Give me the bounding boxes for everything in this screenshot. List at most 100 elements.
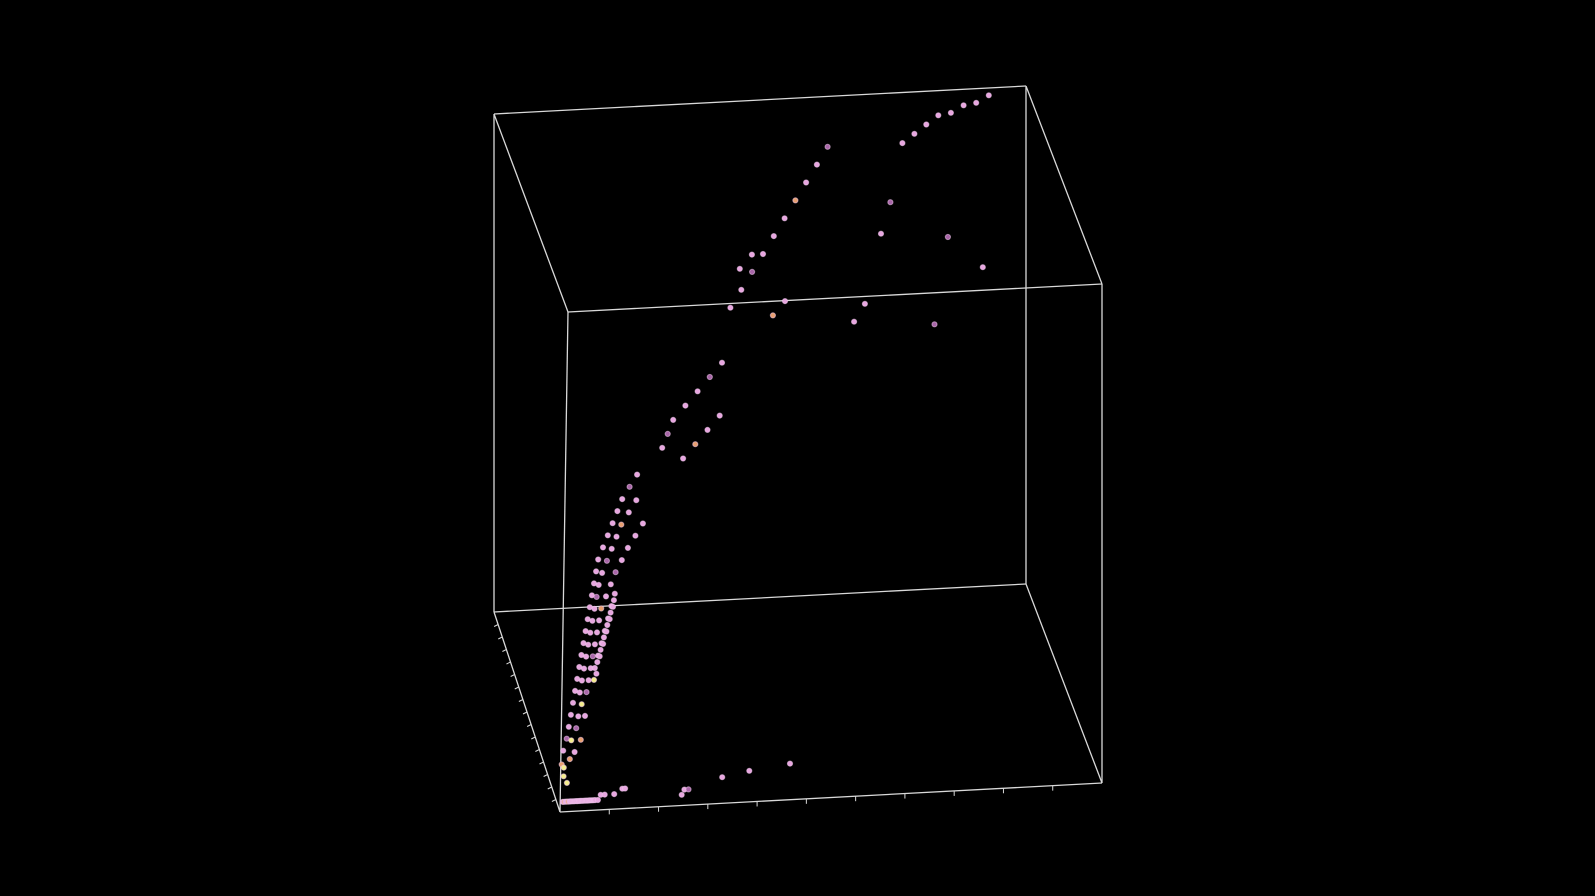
axis-tick: [514, 686, 519, 690]
scatter-point: [598, 605, 605, 612]
scatter-point: [634, 471, 641, 478]
scatter-point: [587, 629, 594, 636]
axis-tick: [531, 736, 536, 740]
scatter-point: [591, 664, 598, 672]
box-edge: [493, 113, 569, 313]
scatter-point: [581, 712, 589, 720]
scatter-point: [568, 737, 575, 744]
scatter-point: [659, 444, 666, 451]
scatter-point: [685, 786, 692, 793]
scatter-point: [593, 670, 600, 677]
scatter-point: [985, 92, 992, 99]
scatter-point: [595, 581, 602, 589]
scatter-point: [947, 109, 955, 116]
scatter-point: [603, 628, 610, 635]
box-edge: [559, 311, 569, 813]
scatter-point: [746, 767, 753, 774]
scatter-point: [759, 250, 767, 258]
scatter-point: [595, 556, 602, 563]
box-edge: [493, 85, 1027, 115]
scatter-point: [931, 321, 938, 328]
scatter-point: [596, 653, 603, 660]
scatter-point: [560, 773, 567, 780]
scatter-point: [594, 659, 601, 666]
scatter-point: [979, 264, 986, 271]
scatter-point: [851, 318, 858, 325]
scatter-point: [565, 723, 572, 730]
scatter-point: [596, 617, 603, 624]
scatter-point: [633, 497, 640, 504]
scatter-point: [611, 590, 618, 597]
scatter-point: [736, 265, 743, 272]
scatter-point: [607, 609, 614, 616]
scatter-point: [563, 779, 571, 787]
scatter-point: [589, 653, 596, 660]
scatter-point: [692, 441, 699, 448]
scatter-point: [575, 713, 582, 720]
scatter-point: [583, 689, 590, 696]
scatter-point: [585, 677, 592, 684]
scatter-point: [887, 199, 894, 206]
scatter-point: [899, 140, 906, 147]
scatter-point: [603, 557, 611, 564]
scatter-point: [824, 143, 831, 150]
scatter-point: [569, 699, 577, 706]
scatter-point: [619, 496, 626, 503]
scatter-point: [694, 388, 701, 395]
scatter-point: [608, 545, 615, 552]
scatter-point: [716, 412, 723, 419]
scatter-point: [611, 791, 618, 798]
axis-tick: [539, 761, 544, 765]
scatter-point: [781, 215, 788, 222]
scatter-point: [749, 268, 756, 275]
scatter-point: [599, 569, 606, 577]
scatter-point: [591, 641, 599, 648]
axis-tick: [543, 774, 548, 777]
axis-tick: [551, 799, 557, 802]
scatter-point: [625, 509, 632, 516]
scatter-point: [594, 796, 602, 804]
scatter-point: [718, 359, 726, 366]
box-edge: [559, 782, 1103, 813]
axis-tick: [502, 649, 507, 652]
scatter-point: [973, 99, 980, 106]
scatter-point: [614, 508, 621, 515]
scatter-point: [813, 161, 821, 168]
box-edge: [493, 583, 1027, 613]
axis-tick: [526, 724, 532, 727]
scatter-point: [618, 521, 625, 528]
scatter-point: [935, 112, 942, 119]
scatter-point: [911, 130, 918, 137]
scatter-point: [664, 430, 671, 437]
scatter-point: [738, 286, 745, 293]
axis-tick: [547, 786, 552, 790]
data-points: [558, 92, 992, 806]
scatter-point: [748, 251, 756, 258]
scatter-point: [613, 533, 620, 540]
scatter-point: [573, 725, 580, 732]
scatter-point: [609, 603, 617, 610]
scatter-point: [578, 677, 586, 684]
axis-tick: [506, 661, 511, 665]
scatter-point: [585, 641, 592, 648]
scatter-point: [593, 629, 601, 636]
box-edge: [567, 283, 1103, 313]
scatter-point: [578, 701, 585, 708]
scatter-point: [770, 233, 777, 240]
scatter-point: [706, 373, 713, 381]
scatter-point: [618, 557, 625, 564]
scatter-point: [626, 483, 633, 490]
scatter-point: [632, 532, 639, 539]
scatter-point: [591, 605, 598, 612]
scatter-point: [704, 426, 711, 433]
scatter-point: [593, 593, 600, 601]
scatter-point: [560, 764, 567, 771]
axis-tick: [518, 699, 524, 702]
scatter-point: [604, 621, 611, 629]
scatter-point: [560, 747, 567, 754]
scatter-point: [583, 653, 590, 660]
scatter-point: [590, 676, 598, 684]
scatter-point: [639, 520, 647, 527]
